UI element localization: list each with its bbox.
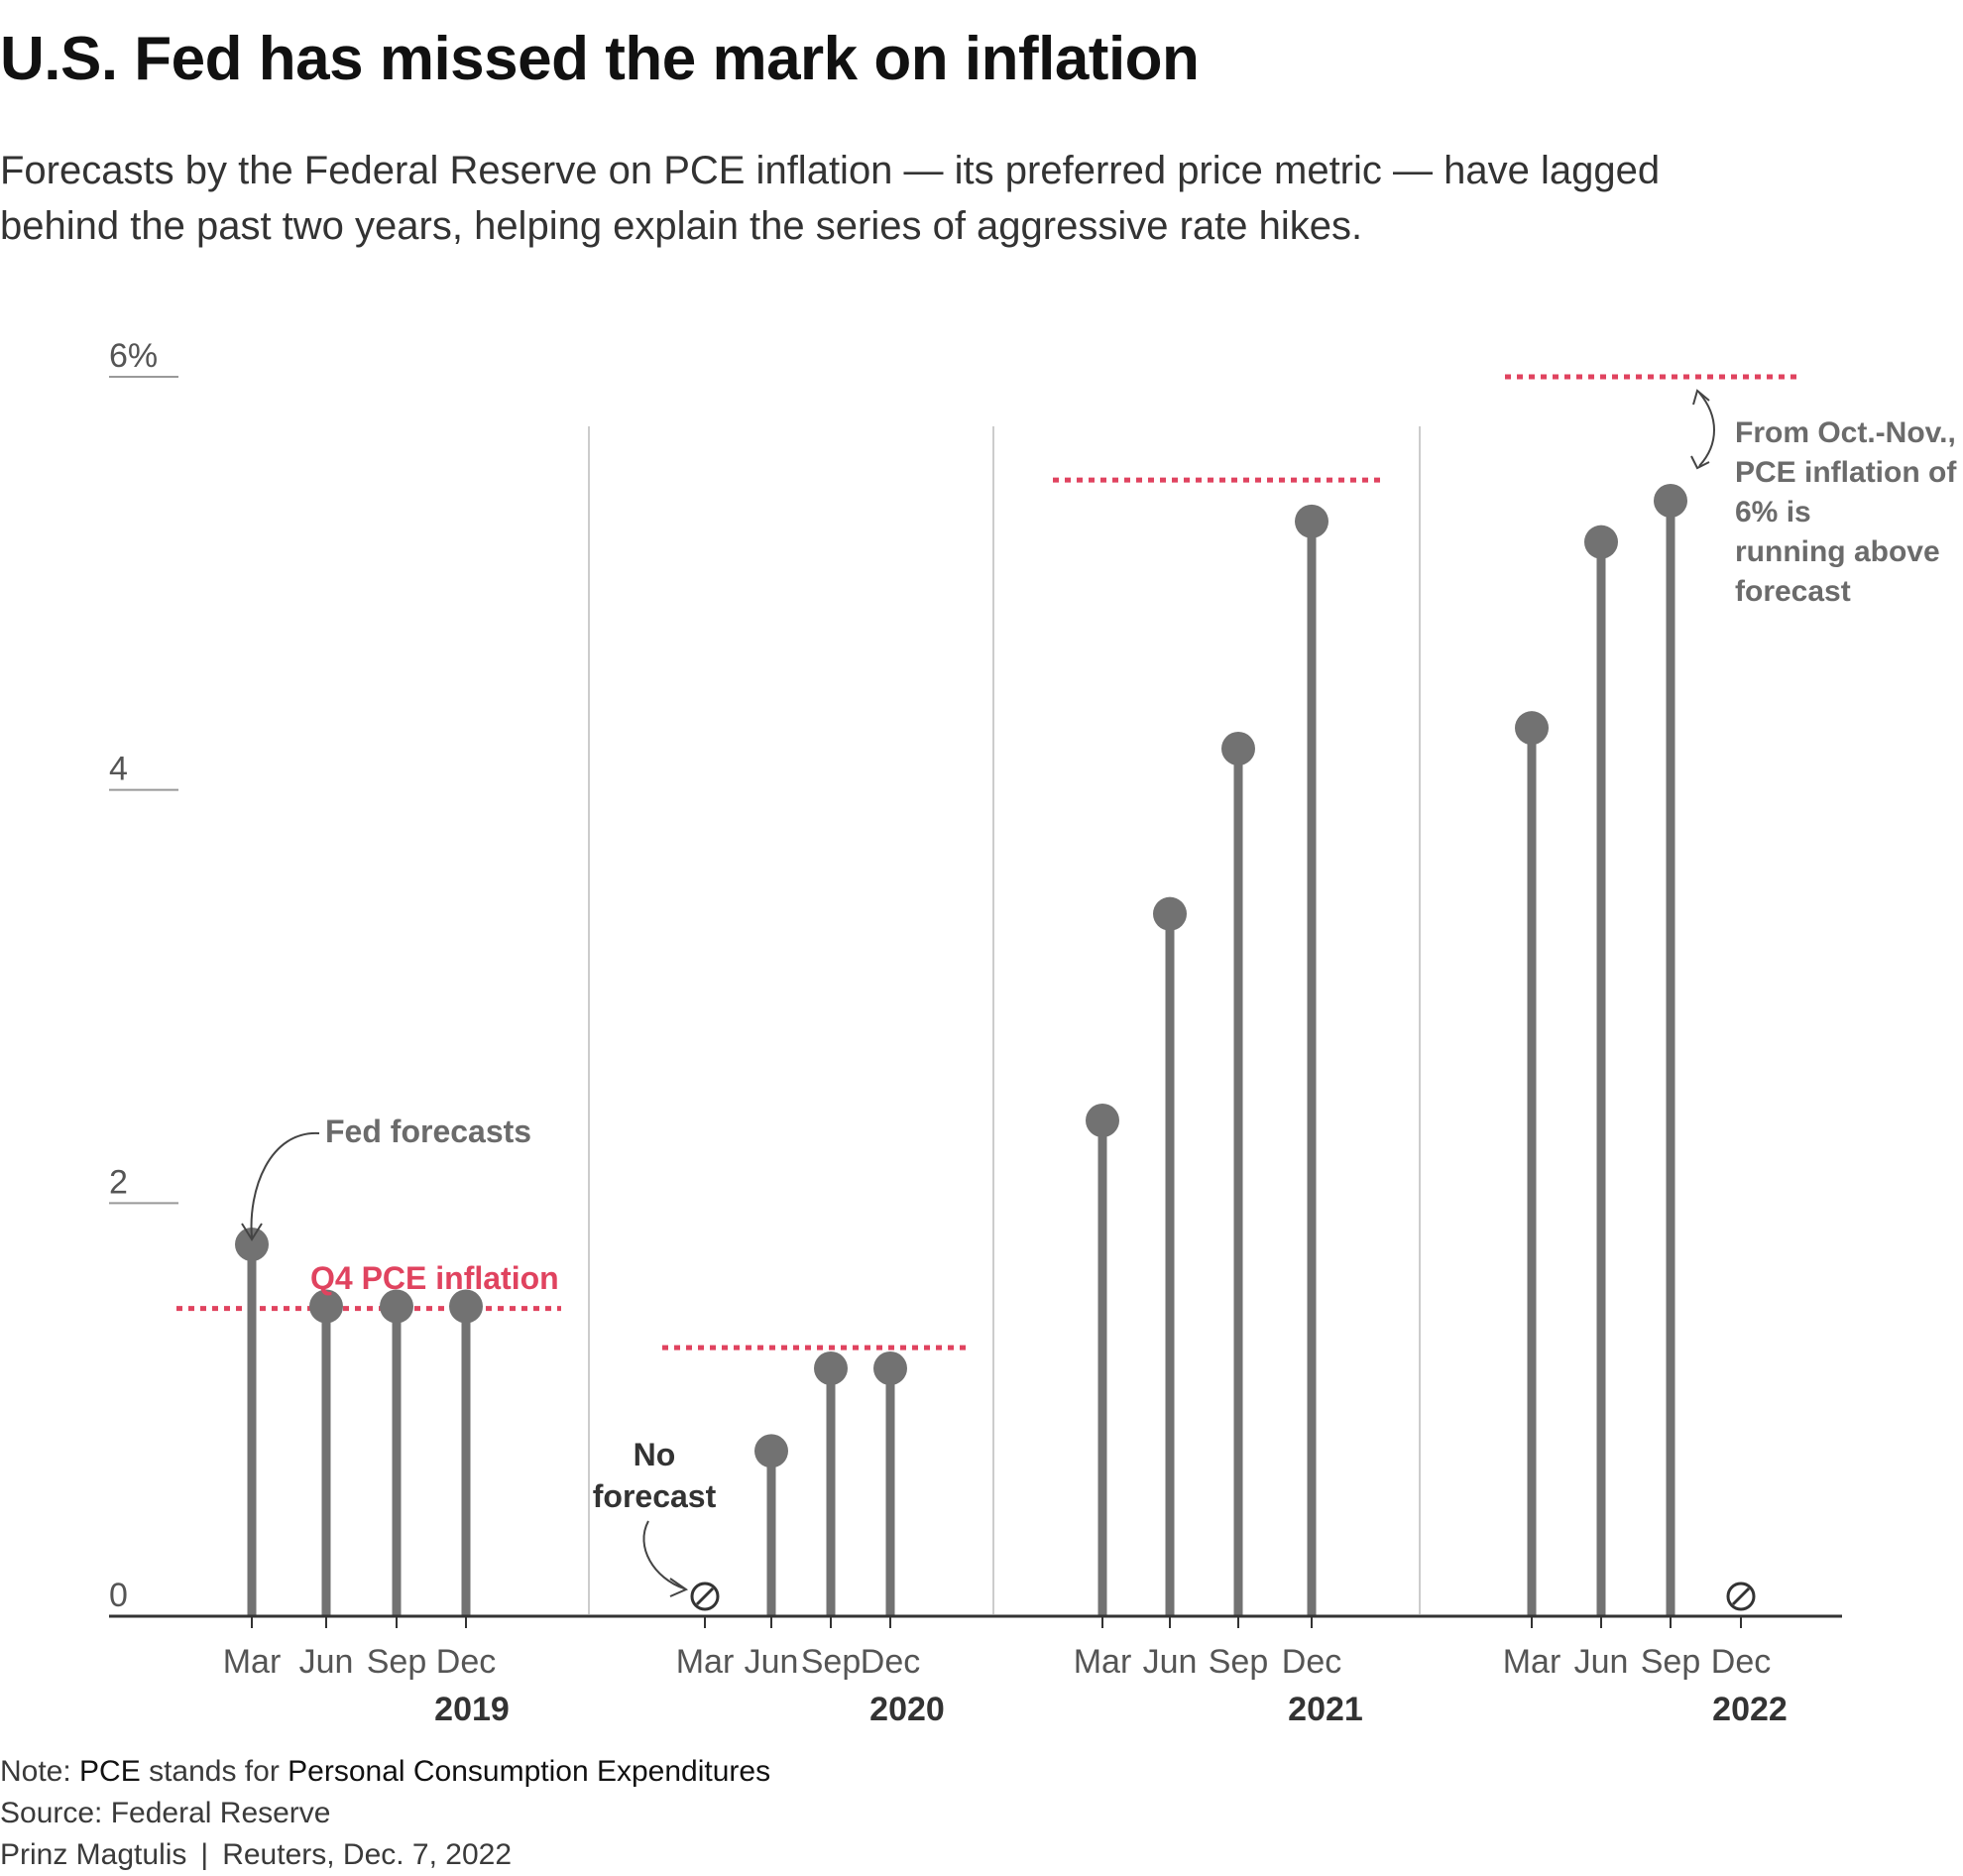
note-definition: Personal Consumption Expenditures xyxy=(288,1755,771,1788)
quarter-label: Mar xyxy=(1074,1643,1132,1681)
quarter-label: Dec xyxy=(1282,1643,1341,1681)
forecast-stems xyxy=(235,484,1756,1616)
forecast-dot xyxy=(309,1289,343,1324)
forecast-dot xyxy=(235,1228,269,1261)
note-term: PCE xyxy=(79,1755,141,1788)
forecast-dot xyxy=(1295,504,1328,538)
quarter-label: Jun xyxy=(299,1643,354,1681)
forecast-dot xyxy=(873,1351,907,1385)
forecast-dot xyxy=(1654,484,1687,518)
oct-nov-label: PCE inflation of xyxy=(1735,456,1957,489)
q4-pce-label: Q4 PCE inflation xyxy=(310,1260,559,1296)
y-tick-label: 6% xyxy=(109,337,158,375)
year-label: 2020 xyxy=(869,1691,945,1728)
oct-nov-arrow xyxy=(1698,392,1715,467)
quarter-label: Dec xyxy=(861,1643,920,1681)
chart-subtitle: Forecasts by the Federal Reserve on PCE … xyxy=(0,149,1661,248)
quarter-label: Dec xyxy=(1711,1643,1771,1681)
source-line: Source: Federal Reserve xyxy=(0,1797,331,1829)
oct-nov-label: forecast xyxy=(1735,575,1851,608)
y-tick-label: 2 xyxy=(109,1163,128,1201)
year-label: 2019 xyxy=(434,1691,510,1728)
fed-forecasts-label: Fed forecasts xyxy=(325,1114,531,1149)
forecast-dot xyxy=(380,1289,413,1324)
year-label: 2022 xyxy=(1712,1691,1788,1728)
no-forecast-icon xyxy=(1726,1582,1756,1611)
quarter-label: Mar xyxy=(676,1643,735,1681)
no-forecast-slash xyxy=(695,1586,715,1606)
q4-pce-lines xyxy=(176,374,1800,1350)
year-label: 2021 xyxy=(1288,1691,1363,1728)
quarter-label: Sep xyxy=(801,1643,862,1681)
quarter-label: Mar xyxy=(223,1643,282,1681)
fed-forecasts-arrow xyxy=(250,1131,320,1238)
quarter-label: Jun xyxy=(1143,1643,1198,1681)
no-forecast-label: No xyxy=(634,1437,676,1472)
y-tick-label: 0 xyxy=(109,1577,128,1614)
forecast-dot xyxy=(1086,1104,1119,1137)
forecast-dot xyxy=(754,1434,788,1468)
quarter-label: Jun xyxy=(1574,1643,1629,1681)
y-axis: 0 2 4 6% xyxy=(109,337,178,1614)
no-forecast-icon xyxy=(690,1582,720,1611)
forecast-dot xyxy=(1515,711,1549,746)
forecast-dot xyxy=(1153,896,1187,931)
quarter-label: Sep xyxy=(1209,1643,1269,1681)
credit-line: Prinz Magtulis | Reuters, Dec. 7, 2022 xyxy=(0,1834,770,1876)
forecast-dot xyxy=(1221,732,1255,765)
arrow-head xyxy=(1690,455,1710,470)
annotations: Fed forecasts Q4 PCE inflation No forecast F… xyxy=(241,389,1957,1597)
quarter-label: Jun xyxy=(745,1643,799,1681)
quarter-label: Mar xyxy=(1503,1643,1561,1681)
note-prefix: Note: xyxy=(0,1755,80,1788)
note-line: Note: PCE stands for Personal Consumptio… xyxy=(0,1751,770,1793)
note-mid: stands for xyxy=(140,1755,289,1788)
no-forecast-label: forecast xyxy=(593,1478,717,1514)
no-forecast-slash xyxy=(1731,1586,1751,1606)
oct-nov-label: 6% is xyxy=(1735,496,1811,528)
forecast-dot xyxy=(1584,525,1618,559)
year-dividers xyxy=(588,426,1421,1614)
forecast-dot xyxy=(449,1289,483,1324)
arrow-head xyxy=(1692,389,1710,406)
oct-nov-label: running above xyxy=(1735,535,1940,568)
arrow-head xyxy=(669,1578,689,1597)
chart-title: U.S. Fed has missed the mark on inflatio… xyxy=(0,25,1200,93)
credit-separator: | xyxy=(200,1838,209,1871)
arrow-head xyxy=(241,1223,263,1241)
oct-nov-label: From Oct.-Nov., xyxy=(1735,416,1956,449)
no-forecast-arrow xyxy=(642,1520,685,1589)
quarter-label: Sep xyxy=(1641,1643,1701,1681)
forecast-dot xyxy=(814,1351,848,1385)
author: Prinz Magtulis xyxy=(0,1838,187,1871)
quarter-label: Sep xyxy=(367,1643,427,1681)
credit: Reuters, Dec. 7, 2022 xyxy=(222,1838,513,1871)
footer-notes: Note: PCE stands for Personal Consumptio… xyxy=(0,1751,770,1876)
y-tick-label: 4 xyxy=(109,751,128,788)
quarter-label: Dec xyxy=(436,1643,496,1681)
